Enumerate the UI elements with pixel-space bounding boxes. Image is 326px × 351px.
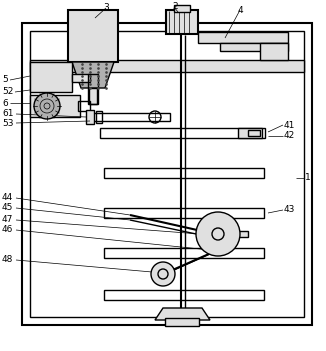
- Text: 46: 46: [2, 225, 13, 234]
- Text: 41: 41: [284, 120, 295, 130]
- Text: 48: 48: [2, 256, 13, 265]
- Text: 47: 47: [2, 216, 13, 225]
- Bar: [86, 110, 94, 124]
- Text: 5: 5: [2, 75, 8, 85]
- Bar: [78, 101, 90, 111]
- Circle shape: [196, 212, 240, 256]
- Bar: [238, 231, 248, 237]
- Bar: [104, 168, 264, 178]
- Bar: [165, 318, 199, 326]
- Text: 43: 43: [284, 205, 295, 214]
- Text: 44: 44: [2, 193, 13, 203]
- Bar: [220, 43, 288, 51]
- Bar: [260, 43, 288, 60]
- Text: 6: 6: [2, 99, 8, 107]
- Bar: [72, 74, 90, 82]
- Text: 1: 1: [305, 173, 311, 183]
- Text: 52: 52: [2, 87, 13, 97]
- Text: 45: 45: [2, 204, 13, 212]
- Bar: [30, 62, 72, 92]
- Bar: [104, 248, 264, 258]
- Bar: [90, 113, 170, 121]
- Text: 42: 42: [284, 132, 295, 140]
- Bar: [22, 23, 312, 325]
- Bar: [174, 5, 190, 12]
- Polygon shape: [72, 62, 114, 88]
- Bar: [248, 130, 260, 136]
- Bar: [88, 74, 98, 104]
- Circle shape: [34, 93, 60, 119]
- Circle shape: [40, 99, 54, 113]
- Bar: [166, 10, 198, 34]
- Bar: [198, 32, 288, 43]
- Polygon shape: [155, 308, 210, 320]
- Text: 61: 61: [2, 110, 13, 119]
- Bar: [100, 128, 265, 138]
- Bar: [104, 290, 264, 300]
- Bar: [238, 128, 262, 138]
- Bar: [68, 10, 118, 62]
- Bar: [30, 31, 304, 317]
- Bar: [89, 88, 97, 104]
- Bar: [96, 111, 102, 123]
- Bar: [30, 95, 80, 117]
- Bar: [30, 60, 304, 72]
- Bar: [104, 208, 264, 218]
- Text: 4: 4: [238, 6, 244, 15]
- Text: 53: 53: [2, 119, 13, 127]
- Text: 2: 2: [172, 2, 178, 11]
- Circle shape: [151, 262, 175, 286]
- Text: 3: 3: [103, 3, 109, 12]
